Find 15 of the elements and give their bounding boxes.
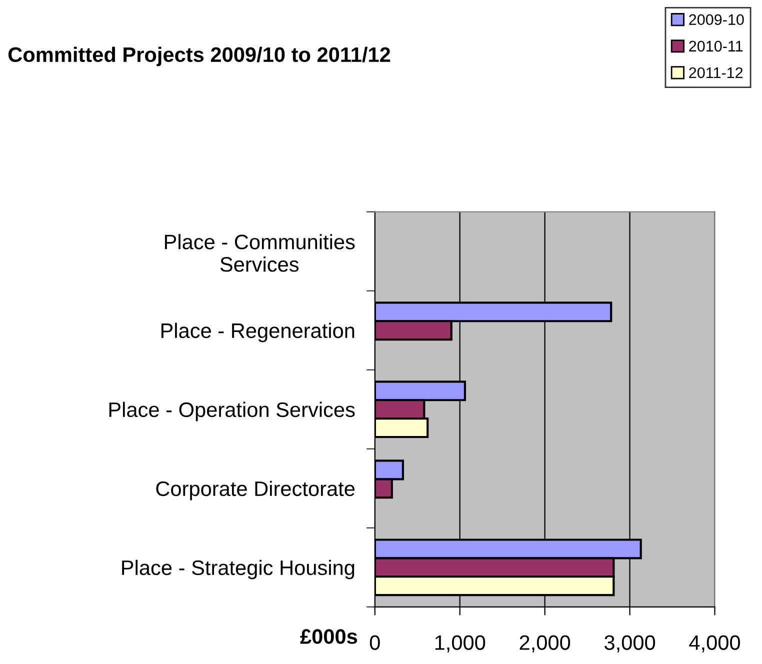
y-tick-label: Corporate Directorate: [156, 480, 355, 500]
legend-label: 2010-11: [689, 40, 743, 52]
x-tick-label: 2,000: [520, 635, 570, 652]
x-tick-label: 4,000: [689, 635, 740, 652]
y-tick-label: Place - Communities Services: [164, 234, 355, 272]
y-tick-label: Place - Operation Services: [109, 402, 355, 422]
y-tick-label: Place - Strategic Housing: [122, 560, 354, 580]
text: Committed Projects 2009/10 to 2011/12: [8, 46, 390, 66]
x-tick-label: 3,000: [604, 635, 656, 652]
y-tick-label: Place - Regeneration: [161, 322, 354, 342]
x-tick-label: 1,000: [435, 635, 486, 652]
legend-label: 2009-10: [689, 14, 744, 26]
x-axis-title: £000s: [300, 629, 358, 644]
x-tick-label: 0: [370, 635, 380, 650]
legend-label: 2011-12: [689, 67, 743, 78]
